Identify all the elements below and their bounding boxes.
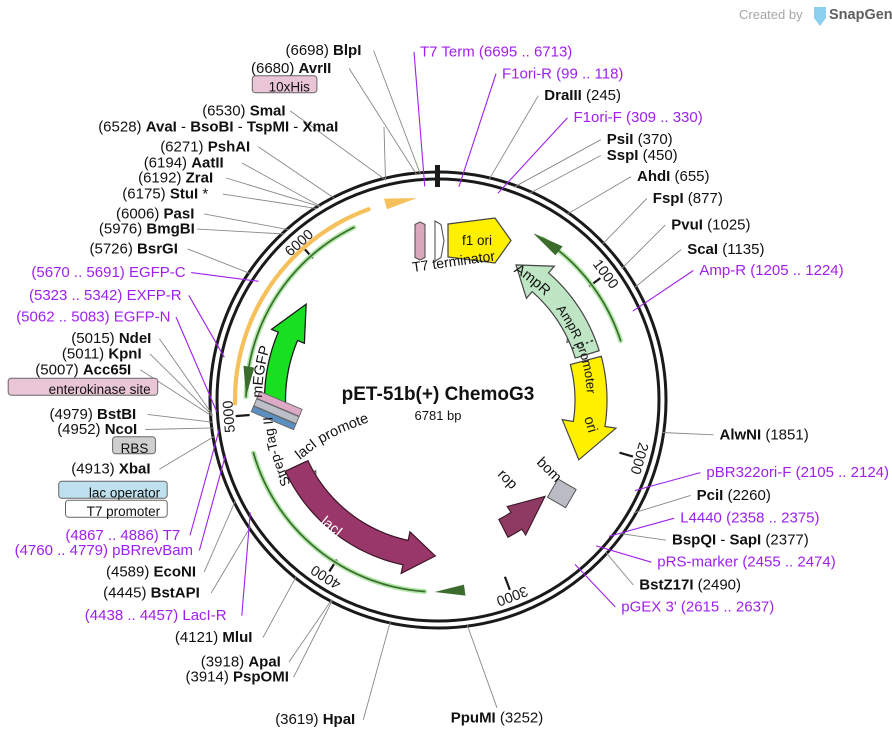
svg-text:L4440 (2358 .. 2375): L4440 (2358 .. 2375) [680,510,819,527]
svg-text:pGEX 3' (2615 .. 2637): pGEX 3' (2615 .. 2637) [621,599,774,616]
svg-text:(5011) KpnI: (5011) KpnI [62,345,142,362]
svg-text:(6175) StuI *: (6175) StuI * [122,186,208,203]
svg-text:DraIII (245): DraIII (245) [544,87,621,104]
svg-text:F1ori-F (309 .. 330): F1ori-F (309 .. 330) [574,109,703,126]
svg-text:(6680) AvrII: (6680) AvrII [251,60,331,77]
svg-text:PpuMI (3252): PpuMI (3252) [451,709,544,726]
svg-text:6781 bp: 6781 bp [415,408,462,423]
svg-text:(3619) HpaI: (3619) HpaI [275,711,355,728]
svg-text:(4121) MluI: (4121) MluI [175,629,253,646]
svg-text:(6698) BlpI: (6698) BlpI [286,42,362,59]
svg-text:(4760 .. 4779) pBRrevBam: (4760 .. 4779) pBRrevBam [15,542,193,559]
svg-text:(4445) BstAPI: (4445) BstAPI [103,585,200,602]
svg-text:(6530) SmaI: (6530) SmaI [202,102,285,119]
svg-text:10xHis: 10xHis [269,80,311,95]
svg-text:T7 promoter: T7 promoter [87,504,161,519]
svg-text:pBR322ori-F (2105 .. 2124): pBR322ori-F (2105 .. 2124) [706,464,889,481]
svg-text:rop: rop [494,467,520,493]
svg-text:(5670 .. 5691) EGFP-C: (5670 .. 5691) EGFP-C [31,264,185,281]
svg-text:BspQI - SapI (2377): BspQI - SapI (2377) [672,532,809,549]
svg-text:AlwNI (1851): AlwNI (1851) [720,426,809,443]
svg-text:(4913) XbaI: (4913) XbaI [71,461,150,478]
svg-text:(5323 .. 5342) EXFP-R: (5323 .. 5342) EXFP-R [29,287,182,304]
svg-text:(4438 .. 4457) LacI-R: (4438 .. 4457) LacI-R [85,607,227,624]
svg-text:(6192) ZraI: (6192) ZraI [138,170,213,187]
svg-text:lac operator: lac operator [89,485,161,500]
svg-text:SnapGene: SnapGene [829,7,892,23]
svg-text:T7 Term (6695 .. 6713): T7 Term (6695 .. 6713) [420,43,572,60]
svg-text:BstZ17I (2490): BstZ17I (2490) [639,577,741,594]
svg-text:(6271) PshAI: (6271) PshAI [160,138,250,155]
svg-text:SspI (450): SspI (450) [607,147,678,164]
svg-text:f1 ori: f1 ori [462,233,492,248]
svg-text:(4952) NcoI: (4952) NcoI [57,421,137,438]
svg-text:enterokinase site: enterokinase site [49,382,151,397]
svg-text:F1ori-R (99 .. 118): F1ori-R (99 .. 118) [502,65,623,82]
svg-text:FspI (877): FspI (877) [653,190,723,207]
svg-text:ScaI (1135): ScaI (1135) [687,241,764,258]
svg-text:AhdI (655): AhdI (655) [637,168,710,185]
svg-text:(3914) PspOMI: (3914) PspOMI [186,669,289,686]
svg-text:(5062 .. 5083) EGFP-N: (5062 .. 5083) EGFP-N [16,309,170,326]
svg-text:pET-51b(+) ChemoG3: pET-51b(+) ChemoG3 [342,384,535,405]
svg-text:(4589) EcoNI: (4589) EcoNI [106,564,196,581]
svg-text:PsiI (370): PsiI (370) [607,131,673,148]
svg-text:PciI (2260): PciI (2260) [697,487,771,504]
svg-text:pRS-marker (2455 .. 2474): pRS-marker (2455 .. 2474) [657,554,835,571]
svg-text:(5007) Acc65I: (5007) Acc65I [35,361,131,378]
svg-text:(6528) AvaI - BsoBI - TspM: (6528) AvaI - BsoBI - TspMI - XmaI [98,119,338,136]
svg-text:RBS: RBS [121,441,149,456]
svg-text:Created by: Created by [739,7,803,22]
svg-text:(5976) BmgBI: (5976) BmgBI [99,221,195,238]
svg-text:(5726) BsrGI: (5726) BsrGI [90,240,178,257]
svg-text:Amp-R (1205 .. 1224): Amp-R (1205 .. 1224) [699,262,843,279]
svg-text:PvuI (1025): PvuI (1025) [671,216,750,233]
